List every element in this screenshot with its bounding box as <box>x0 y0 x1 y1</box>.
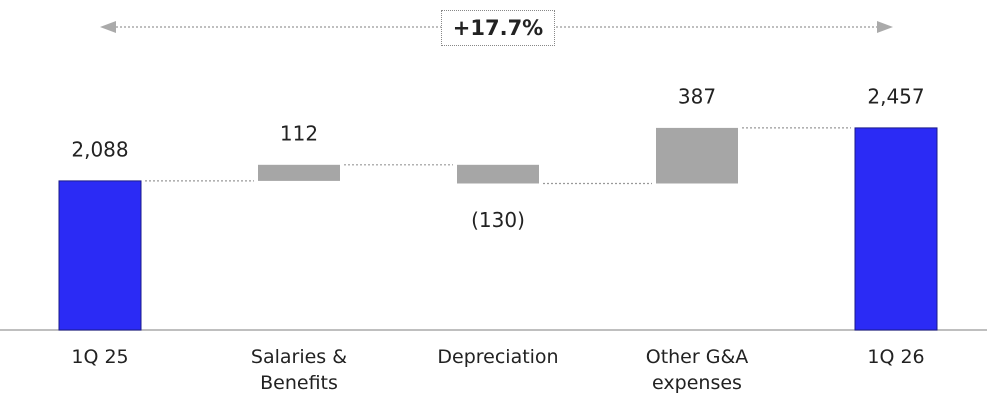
category-label: Depreciation <box>437 346 559 368</box>
category-label: Salaries & Benefits <box>250 346 348 394</box>
value-label: 2,088 <box>71 137 128 161</box>
value-label: (130) <box>471 208 525 232</box>
bar <box>854 127 938 331</box>
value-label: 387 <box>678 84 716 108</box>
value-label: 112 <box>280 121 318 145</box>
arrow-head <box>100 21 116 33</box>
category-label: Other G&A expenses <box>645 346 749 394</box>
bar <box>258 164 340 181</box>
category-label: 1Q 25 <box>71 346 129 368</box>
bar <box>656 127 738 184</box>
bar <box>457 164 539 184</box>
bar <box>58 180 142 331</box>
arrow-head <box>877 21 893 33</box>
change-annotation: +17.7% <box>441 10 555 46</box>
category-label: 1Q 26 <box>867 346 925 368</box>
value-label: 2,457 <box>867 84 924 108</box>
